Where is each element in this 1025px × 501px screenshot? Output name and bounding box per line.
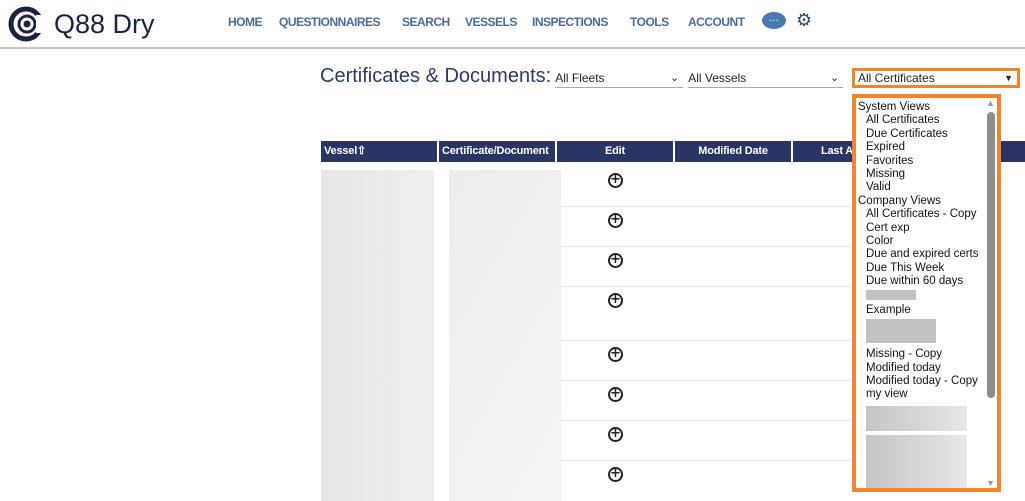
option[interactable]: Due Certificates <box>866 127 948 140</box>
plus-circle-icon[interactable]: + <box>608 253 623 268</box>
option[interactable]: Expired <box>866 141 905 154</box>
plus-circle-icon[interactable]: + <box>608 387 623 402</box>
q88-logo-icon <box>8 6 44 42</box>
scroll-down-icon[interactable]: ▼ <box>986 478 995 488</box>
option[interactable]: Valid <box>866 181 891 194</box>
nav-tools[interactable]: TOOLS <box>630 15 669 29</box>
certificate-select-value: All Certificates <box>858 71 935 85</box>
option[interactable]: Due This Week <box>866 261 945 274</box>
dropdown-scrollbar[interactable]: ▲ ▼ <box>985 98 997 488</box>
option[interactable]: Due within 60 days <box>866 275 964 288</box>
option[interactable]: Missing - Copy <box>866 348 943 361</box>
plus-circle-icon[interactable]: + <box>608 427 623 442</box>
row-divider <box>561 246 856 247</box>
logo[interactable]: Q88 Dry <box>8 5 155 43</box>
fleet-select-value: All Fleets <box>555 71 605 85</box>
plus-circle-icon[interactable]: + <box>608 293 623 308</box>
option[interactable]: Modified today <box>866 361 941 374</box>
row-divider <box>561 460 856 461</box>
option[interactable]: Favorites <box>866 154 914 167</box>
option[interactable]: All Certificates - Copy <box>866 208 977 221</box>
certificate-view-dropdown[interactable]: System Views All Certificates Due Certific… <box>852 94 1001 492</box>
nav-account[interactable]: ACCOUNT <box>688 15 745 29</box>
plus-circle-icon[interactable]: + <box>608 467 623 482</box>
nav-questionnaires[interactable]: QUESTIONNAIRES <box>279 15 381 29</box>
app-name: Q88 Dry <box>54 8 155 39</box>
row-divider <box>561 340 856 341</box>
vessel-select-value: All Vessels <box>688 71 747 85</box>
option-group-label: System Views <box>858 101 931 113</box>
certificate-view-select[interactable]: All Certificates ▼ <box>852 68 1020 88</box>
scroll-up-icon[interactable]: ▲ <box>986 98 995 108</box>
plus-circle-icon[interactable]: + <box>608 213 623 228</box>
vessel-select[interactable]: All Vessels ⌄ <box>688 71 844 88</box>
col-modified-date[interactable]: Modified Date <box>675 141 791 162</box>
top-bar: Q88 Dry HOME QUESTIONNAIRES SEARCH VESSE… <box>0 0 1025 49</box>
nav-inspections[interactable]: INSPECTIONS <box>532 15 608 29</box>
redacted-option[interactable] <box>866 434 967 488</box>
gear-icon[interactable]: ⚙ <box>796 10 813 31</box>
option[interactable]: Due and expired certs <box>866 248 979 261</box>
option[interactable]: Cert exp <box>866 221 910 234</box>
nav-vessels[interactable]: VESSELS <box>465 15 517 29</box>
row-divider <box>561 380 856 381</box>
col-certificate[interactable]: Certificate/Document <box>439 141 555 162</box>
option[interactable]: Example <box>866 303 911 316</box>
plus-circle-icon[interactable]: + <box>608 173 623 188</box>
option[interactable]: Missing <box>866 167 905 180</box>
col-edit: Edit <box>557 141 673 162</box>
redacted-block <box>866 290 916 301</box>
filter-row: Certificates & Documents: All Fleets ⌄ Al… <box>320 64 848 88</box>
dropdown-arrow-icon: ▼ <box>1004 73 1013 83</box>
page-title: Certificates & Documents: <box>320 65 552 87</box>
row-divider <box>561 206 856 207</box>
nav-home[interactable]: HOME <box>228 15 263 29</box>
fleet-select[interactable]: All Fleets ⌄ <box>555 71 684 88</box>
chevron-down-icon: ⌄ <box>829 72 840 84</box>
redacted-vessel-column <box>321 170 434 501</box>
redacted-option[interactable] <box>856 319 985 348</box>
col-vessel[interactable]: Vessel⇧ <box>321 141 437 162</box>
option[interactable]: my view <box>866 388 908 401</box>
option-group-label: Company Views <box>858 194 941 207</box>
redacted-block <box>866 319 936 344</box>
option[interactable]: Color <box>866 234 894 247</box>
redacted-option[interactable] <box>856 290 985 303</box>
chevron-down-icon: ⌄ <box>669 72 680 84</box>
nav-search[interactable]: SEARCH <box>402 15 450 29</box>
scrollbar-thumb[interactable] <box>987 112 995 398</box>
plus-circle-icon[interactable]: + <box>608 347 623 362</box>
chat-bubble-icon[interactable]: … <box>762 12 786 29</box>
row-divider <box>561 420 856 421</box>
row-divider <box>561 286 856 287</box>
redacted-option[interactable] <box>866 405 967 431</box>
option[interactable]: Modified today - Copy <box>866 375 978 388</box>
option[interactable]: All Certificates <box>866 114 940 127</box>
redacted-certificate-column <box>449 170 561 501</box>
